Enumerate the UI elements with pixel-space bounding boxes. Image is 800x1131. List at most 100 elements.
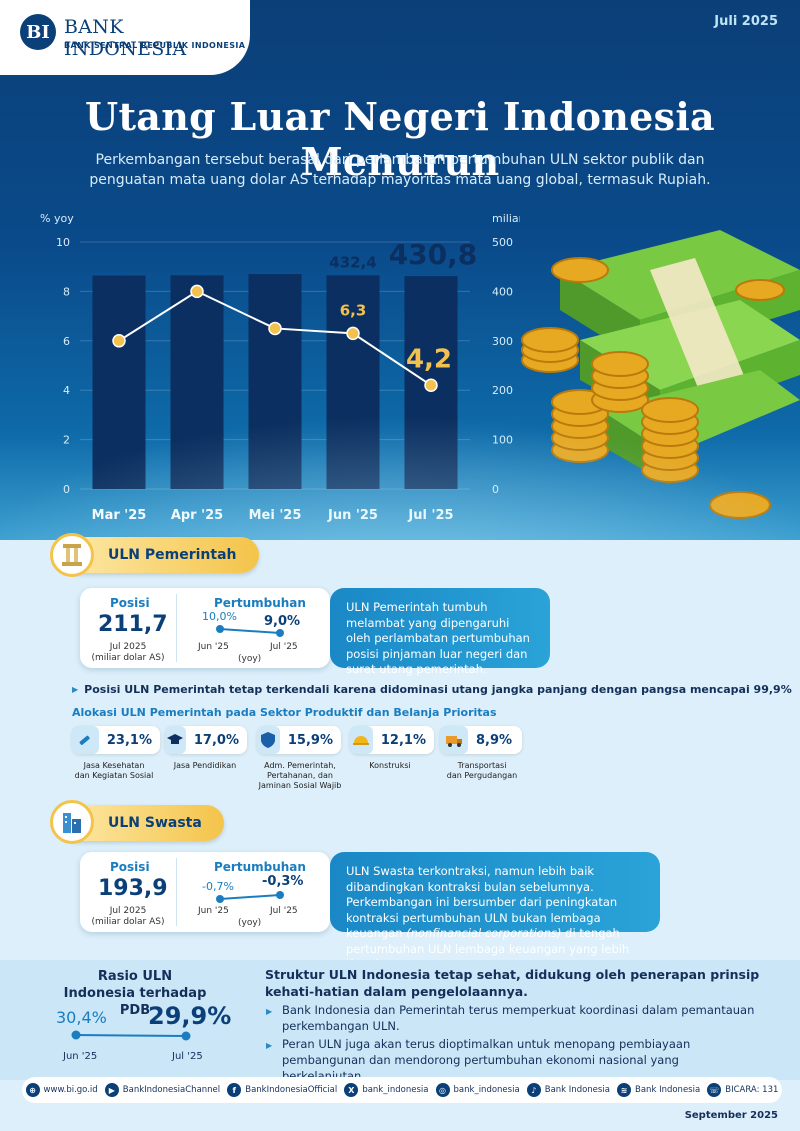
page-title: Utang Luar Negeri Indonesia Menurun [85,94,715,184]
youtube-icon: ▶ [104,1083,119,1097]
y-right-tick-label: 0 [492,483,499,496]
growth-from-value: -0,7% [202,880,234,893]
footer-link-tiktok[interactable]: ♪ Bank Indonesia [526,1083,610,1097]
bank-subtitle: BANK SENTRAL REPUBLIK INDONESIA [64,41,246,50]
growth-to-label: Jul '25 [270,642,298,652]
y-left-tick-label: 0 [63,483,70,496]
helmet-icon [350,726,373,754]
growth-to-value: 9,0% [264,614,301,629]
posisi-label: Posisi [110,860,150,874]
bi-logo-icon: BI [20,14,56,50]
growth-unit: (yoy) [238,918,262,928]
posisi-note: Jul 2025 (miliar dolar AS) [91,642,165,663]
growth-point [346,326,360,341]
y-right-tick-label: 100 [492,434,513,447]
alloc-value: 8,9% [476,732,513,748]
growth-unit: (yoy) [238,654,262,664]
alloc-value: 15,9% [287,732,333,748]
x-tick-label: Jul '25 [407,508,453,523]
x-tick-label: Mei '25 [249,508,302,523]
alloc-item: 23,1% [72,726,160,754]
truck-icon [440,726,468,754]
rasio-from-label: Jun '25 [63,1051,98,1062]
rasio-from-value: 30,4% [56,1008,107,1027]
alloc-label: Jasa Pendidikan [173,761,237,770]
footer-link-facebook[interactable]: f BankIndonesiaOfficial [227,1083,337,1097]
alloc-label: Transportasi dan Pergudangan [446,761,518,780]
syringe-icon [72,726,99,754]
growth-from-label: Jun '25 [198,906,229,916]
y-left-tick-label: 8 [63,285,70,298]
globe-icon: ⊕ [25,1083,40,1097]
rasio-to-label: Jul '25 [172,1051,203,1062]
alloc-item: 17,0% [165,726,247,754]
growth-label: Pertumbuhan [214,596,306,610]
instagram-icon: ◎ [435,1083,450,1097]
alloc-label: Jasa Kesehatan dan Kegiatan Sosial [74,761,154,780]
posisi-value: 193,9 [98,876,168,901]
facebook-icon: f [227,1083,242,1097]
x-tick-label: Mar '25 [92,508,147,523]
y-right-tick-label: 400 [492,285,513,298]
alloc-label: Konstruksi [369,761,411,770]
y-left-tick-label: 4 [63,384,70,397]
alloc-value: 23,1% [106,732,152,748]
line-data-label: 4,2 [406,344,452,374]
uln-pemerintah-tab: ULN Pemerintah [60,537,259,573]
x-icon: X [344,1083,359,1097]
bar-data-label: 430,8 [389,238,478,271]
alloc-value: 12,1% [380,732,426,748]
buildings-icon [50,800,94,844]
money-illustration [521,230,800,519]
swasta-stats-card: Posisi 193,9 Jul 2025 (miliar dolar AS) P… [80,852,330,932]
spotify-icon: ≋ [617,1083,632,1097]
growth-trend-line [216,625,284,637]
footer-link-website[interactable]: ⊕ www.bi.go.id [25,1083,98,1097]
graduation-cap-icon [165,726,186,754]
y-right-axis-title: miliar USD [492,212,520,225]
footer-link-youtube[interactable]: ▶ BankIndonesiaChannel [104,1083,220,1097]
uln-pemerintah-tab-label: ULN Pemerintah [108,547,237,563]
bar [92,275,146,489]
y-right-tick-label: 200 [492,384,513,397]
x-tick-label: Apr '25 [171,508,223,523]
shield-icon [257,726,280,754]
y-right-tick-label: 300 [492,335,513,348]
bank-name: BANK INDONESIA [64,16,187,60]
growth-trend-line [216,891,284,903]
pemerintah-description: ULN Pemerintah tumbuh melambat yang dipe… [330,588,550,676]
struktur-bullet: Bank Indonesia dan Pemerintah terus memp… [266,1002,762,1034]
contact-center-icon: ☏ [707,1083,722,1097]
tiktok-icon: ♪ [526,1083,541,1097]
footer-link-spotify[interactable]: ≋ Bank Indonesia [617,1083,700,1097]
y-left-tick-label: 6 [63,335,70,348]
posisi-label: Posisi [110,596,150,610]
footer-link-instagram[interactable]: ◎ bank_indonesia [435,1083,520,1097]
pillar-icon [50,533,94,577]
pemerintah-stats-card: Posisi 211,7 Jul 2025 (miliar dolar AS) P… [80,588,330,668]
growth-to-label: Jul '25 [270,906,298,916]
alloc-item: 15,9% [257,726,341,754]
y-left-axis-title: % yoy [40,212,74,225]
rasio-to-value: 29,9% [148,1002,232,1030]
uln-swasta-tab-label: ULN Swasta [108,815,202,831]
y-left-tick-label: 2 [63,434,70,447]
growth-from-label: Jun '25 [198,642,229,652]
rasio-title: Rasio ULN Indonesia terhadap PDB [63,969,207,1018]
y-left-tick-label: 10 [56,236,70,249]
hero-section: BI BANK INDONESIA BANK SENTRAL REPUBLIK … [0,0,800,540]
rasio-trend-line [71,1030,191,1041]
y-right-tick-label: 500 [492,236,513,249]
growth-to-value: -0,3% [262,874,304,889]
struktur-headline: Struktur ULN Indonesia tetap sehat, didu… [265,967,760,999]
x-tick-label: Jun '25 [327,508,378,523]
growth-from-value: 10,0% [202,610,237,623]
footer-links: ⊕ www.bi.go.id ▶ BankIndonesiaChannel f Ban… [22,1077,782,1103]
bar [170,275,224,489]
alloc-label: Adm. Pemerintah, Pertahanan, dan Jaminan S… [258,761,342,790]
footer-link-contact[interactable]: ☏ BICARA: 131 [707,1083,779,1097]
period-label: Juli 2025 [714,14,778,29]
page-subtitle: Perkembangan tersebut berasal dari perla… [89,152,711,188]
